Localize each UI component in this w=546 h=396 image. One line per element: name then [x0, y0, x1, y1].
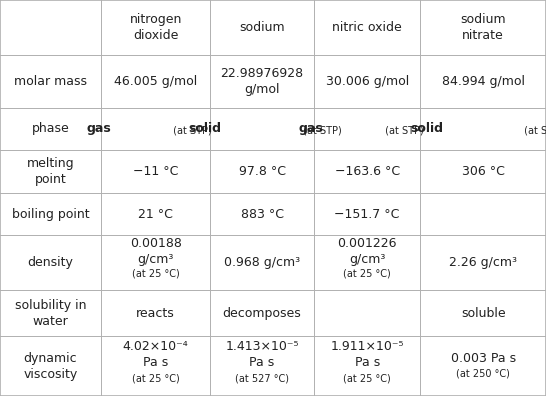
Text: 46.005 g/mol: 46.005 g/mol	[114, 75, 197, 88]
Text: (at 25 °C): (at 25 °C)	[132, 373, 180, 383]
Text: 22.98976928
g/mol: 22.98976928 g/mol	[221, 67, 304, 96]
Text: gas: gas	[298, 122, 323, 135]
Text: decomposes: decomposes	[223, 307, 301, 320]
Text: (at 250 °C): (at 250 °C)	[456, 369, 510, 379]
Text: 0.001226
g/cm³: 0.001226 g/cm³	[337, 237, 397, 266]
Text: (at STP): (at STP)	[300, 125, 342, 135]
Text: 4.02×10⁻⁴
Pa s: 4.02×10⁻⁴ Pa s	[123, 340, 188, 369]
Text: 883 °C: 883 °C	[241, 208, 283, 221]
Text: 1.911×10⁻⁵
Pa s: 1.911×10⁻⁵ Pa s	[330, 340, 404, 369]
Text: 306 °C: 306 °C	[462, 165, 505, 178]
Text: molar mass: molar mass	[14, 75, 87, 88]
Text: 0.003 Pa s: 0.003 Pa s	[450, 352, 516, 365]
Text: reacts: reacts	[136, 307, 175, 320]
Text: −151.7 °C: −151.7 °C	[335, 208, 400, 221]
Text: (at STP): (at STP)	[170, 125, 212, 135]
Text: gas: gas	[86, 122, 111, 135]
Text: −163.6 °C: −163.6 °C	[335, 165, 400, 178]
Text: solid: solid	[410, 122, 443, 135]
Text: 0.00188
g/cm³: 0.00188 g/cm³	[129, 237, 182, 266]
Text: 97.8 °C: 97.8 °C	[239, 165, 286, 178]
Text: melting
point: melting point	[27, 157, 74, 186]
Text: dynamic
viscosity: dynamic viscosity	[23, 352, 78, 381]
Text: (at 25 °C): (at 25 °C)	[132, 268, 180, 278]
Text: −11 °C: −11 °C	[133, 165, 179, 178]
Text: (at 25 °C): (at 25 °C)	[343, 268, 391, 278]
Text: sodium
nitrate: sodium nitrate	[460, 13, 506, 42]
Text: (at 527 °C): (at 527 °C)	[235, 373, 289, 383]
Text: sodium: sodium	[239, 21, 285, 34]
Text: nitric oxide: nitric oxide	[333, 21, 402, 34]
Text: 30.006 g/mol: 30.006 g/mol	[325, 75, 409, 88]
Text: phase: phase	[32, 122, 69, 135]
Text: soluble: soluble	[461, 307, 506, 320]
Text: 2.26 g/cm³: 2.26 g/cm³	[449, 256, 517, 269]
Text: (at STP): (at STP)	[382, 125, 424, 135]
Text: density: density	[27, 256, 74, 269]
Text: (at 25 °C): (at 25 °C)	[343, 373, 391, 383]
Text: 84.994 g/mol: 84.994 g/mol	[442, 75, 525, 88]
Text: 21 °C: 21 °C	[138, 208, 173, 221]
Text: solid: solid	[189, 122, 222, 135]
Text: 1.413×10⁻⁵
Pa s: 1.413×10⁻⁵ Pa s	[225, 340, 299, 369]
Text: nitrogen
dioxide: nitrogen dioxide	[129, 13, 182, 42]
Text: (at STP): (at STP)	[521, 125, 546, 135]
Text: boiling point: boiling point	[11, 208, 90, 221]
Text: solubility in
water: solubility in water	[15, 299, 86, 327]
Text: 0.968 g/cm³: 0.968 g/cm³	[224, 256, 300, 269]
